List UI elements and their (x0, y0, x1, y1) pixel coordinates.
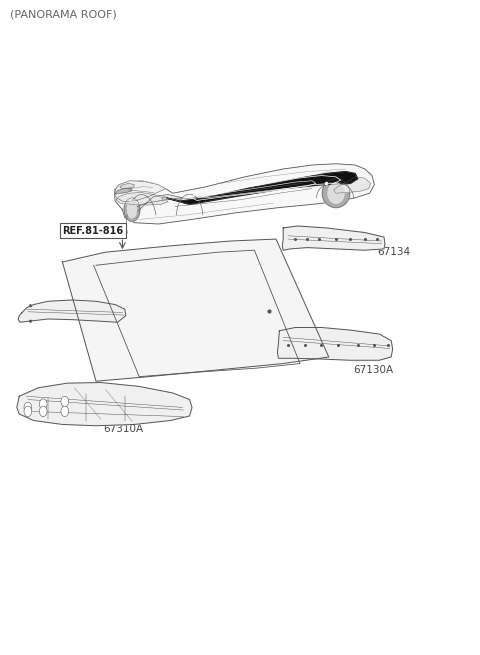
Text: 67130A: 67130A (353, 365, 393, 375)
Circle shape (61, 396, 69, 407)
Circle shape (24, 402, 32, 413)
Polygon shape (162, 196, 167, 200)
Text: REF.81-816: REF.81-816 (62, 225, 123, 236)
Polygon shape (120, 183, 134, 189)
Text: (PANORAMA ROOF): (PANORAMA ROOF) (10, 10, 116, 20)
Circle shape (61, 406, 69, 417)
Circle shape (39, 399, 47, 409)
Polygon shape (62, 239, 329, 381)
Polygon shape (18, 300, 126, 322)
Polygon shape (130, 195, 182, 214)
Circle shape (39, 406, 47, 417)
Polygon shape (334, 177, 371, 193)
Polygon shape (328, 183, 344, 203)
Polygon shape (322, 179, 350, 208)
Polygon shape (115, 188, 132, 194)
Polygon shape (115, 181, 166, 202)
Text: 67310A: 67310A (103, 424, 144, 434)
Text: 67134: 67134 (377, 247, 410, 257)
Polygon shape (17, 383, 192, 426)
Circle shape (24, 406, 32, 417)
Polygon shape (282, 226, 385, 250)
Polygon shape (124, 198, 140, 221)
Polygon shape (277, 328, 393, 360)
Text: 67114: 67114 (130, 345, 163, 356)
Polygon shape (114, 164, 374, 224)
Polygon shape (127, 201, 137, 218)
Polygon shape (166, 172, 358, 204)
Polygon shape (116, 193, 168, 205)
Polygon shape (302, 172, 358, 189)
